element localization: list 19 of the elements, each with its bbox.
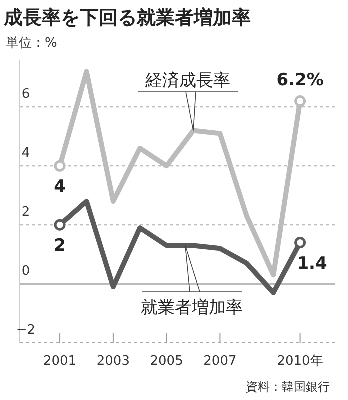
- text: 資料：韓国銀行: [246, 380, 330, 394]
- x-tick-label: 2001: [43, 354, 77, 369]
- data-label: 2: [54, 236, 66, 256]
- chart-title: 成長率を下回る就業者増加率: [3, 7, 251, 29]
- x-tick-label: 2010年: [277, 354, 324, 369]
- x-tick-label: 2003: [96, 354, 130, 369]
- data-label: 1.4: [297, 254, 328, 274]
- data-label: 6.2%: [276, 70, 324, 90]
- y-tick-label: 2: [22, 205, 30, 220]
- x-tick-label: 2005: [150, 354, 184, 369]
- y-tick-label: 6: [22, 87, 30, 102]
- data-label: 4: [54, 177, 66, 198]
- y-tick-label: −2: [16, 323, 36, 338]
- x-tick-label: 2007: [204, 354, 237, 369]
- text: 経済成長率: [144, 71, 230, 91]
- series-label: 就業者増加率: [141, 298, 243, 318]
- y-tick-label: 0: [22, 264, 30, 280]
- chart-subtitle: 単位：%: [6, 36, 58, 51]
- y-tick-label: 4: [22, 146, 30, 162]
